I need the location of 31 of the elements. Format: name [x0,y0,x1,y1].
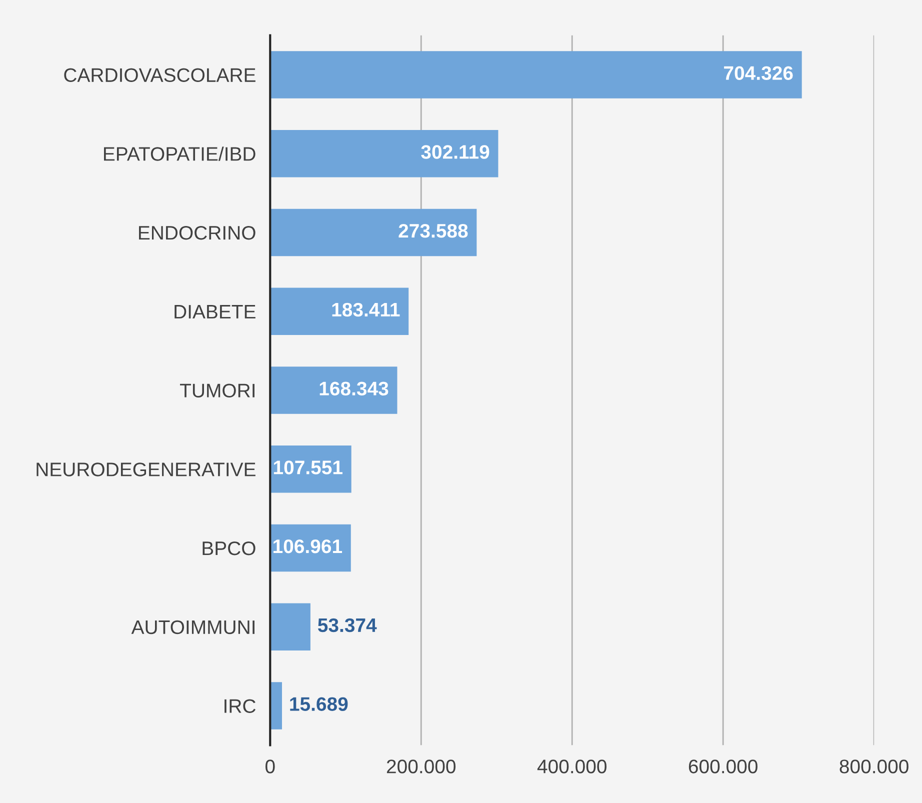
data-label: 273.588 [398,224,468,238]
y-tick-label: IRC [224,699,256,713]
x-tick-label: 0 [266,760,275,774]
bar [270,682,282,730]
data-label: 168.343 [320,382,388,396]
x-tick-label: 400.000 [537,760,606,774]
y-tick-label: AUTOIMMUNI [131,620,254,634]
data-label: 183.411 [332,302,400,317]
data-label: 107.551 [274,460,342,474]
data-label: 704.326 [724,66,793,80]
data-label: 106.961 [274,539,342,554]
y-tick-label: EPATOPATIE/IBD [104,146,256,161]
bar [270,603,310,651]
y-tick-label: NEURODEGENERATIVE [36,462,256,476]
y-tick-label: DIABETE [174,305,256,318]
x-tick-label: 600.000 [688,760,758,774]
bar [270,51,802,98]
bar [270,130,498,178]
data-label: 15.689 [290,697,348,711]
x-tick-label: 800.000 [840,760,908,774]
y-tick-label: TUMORI [180,384,254,398]
bar [270,208,477,256]
data-label: 53.374 [318,618,377,632]
x-tick-label: 200.000 [386,760,456,774]
y-tick-label: CARDIOVASCOLARE [64,68,256,82]
y-tick-label: ENDOCRINO [139,226,256,240]
bar [270,366,398,414]
bar [270,445,352,493]
y-tick-label: BPCO [202,541,256,556]
data-label: 302.119 [421,145,490,159]
bar [270,288,409,336]
